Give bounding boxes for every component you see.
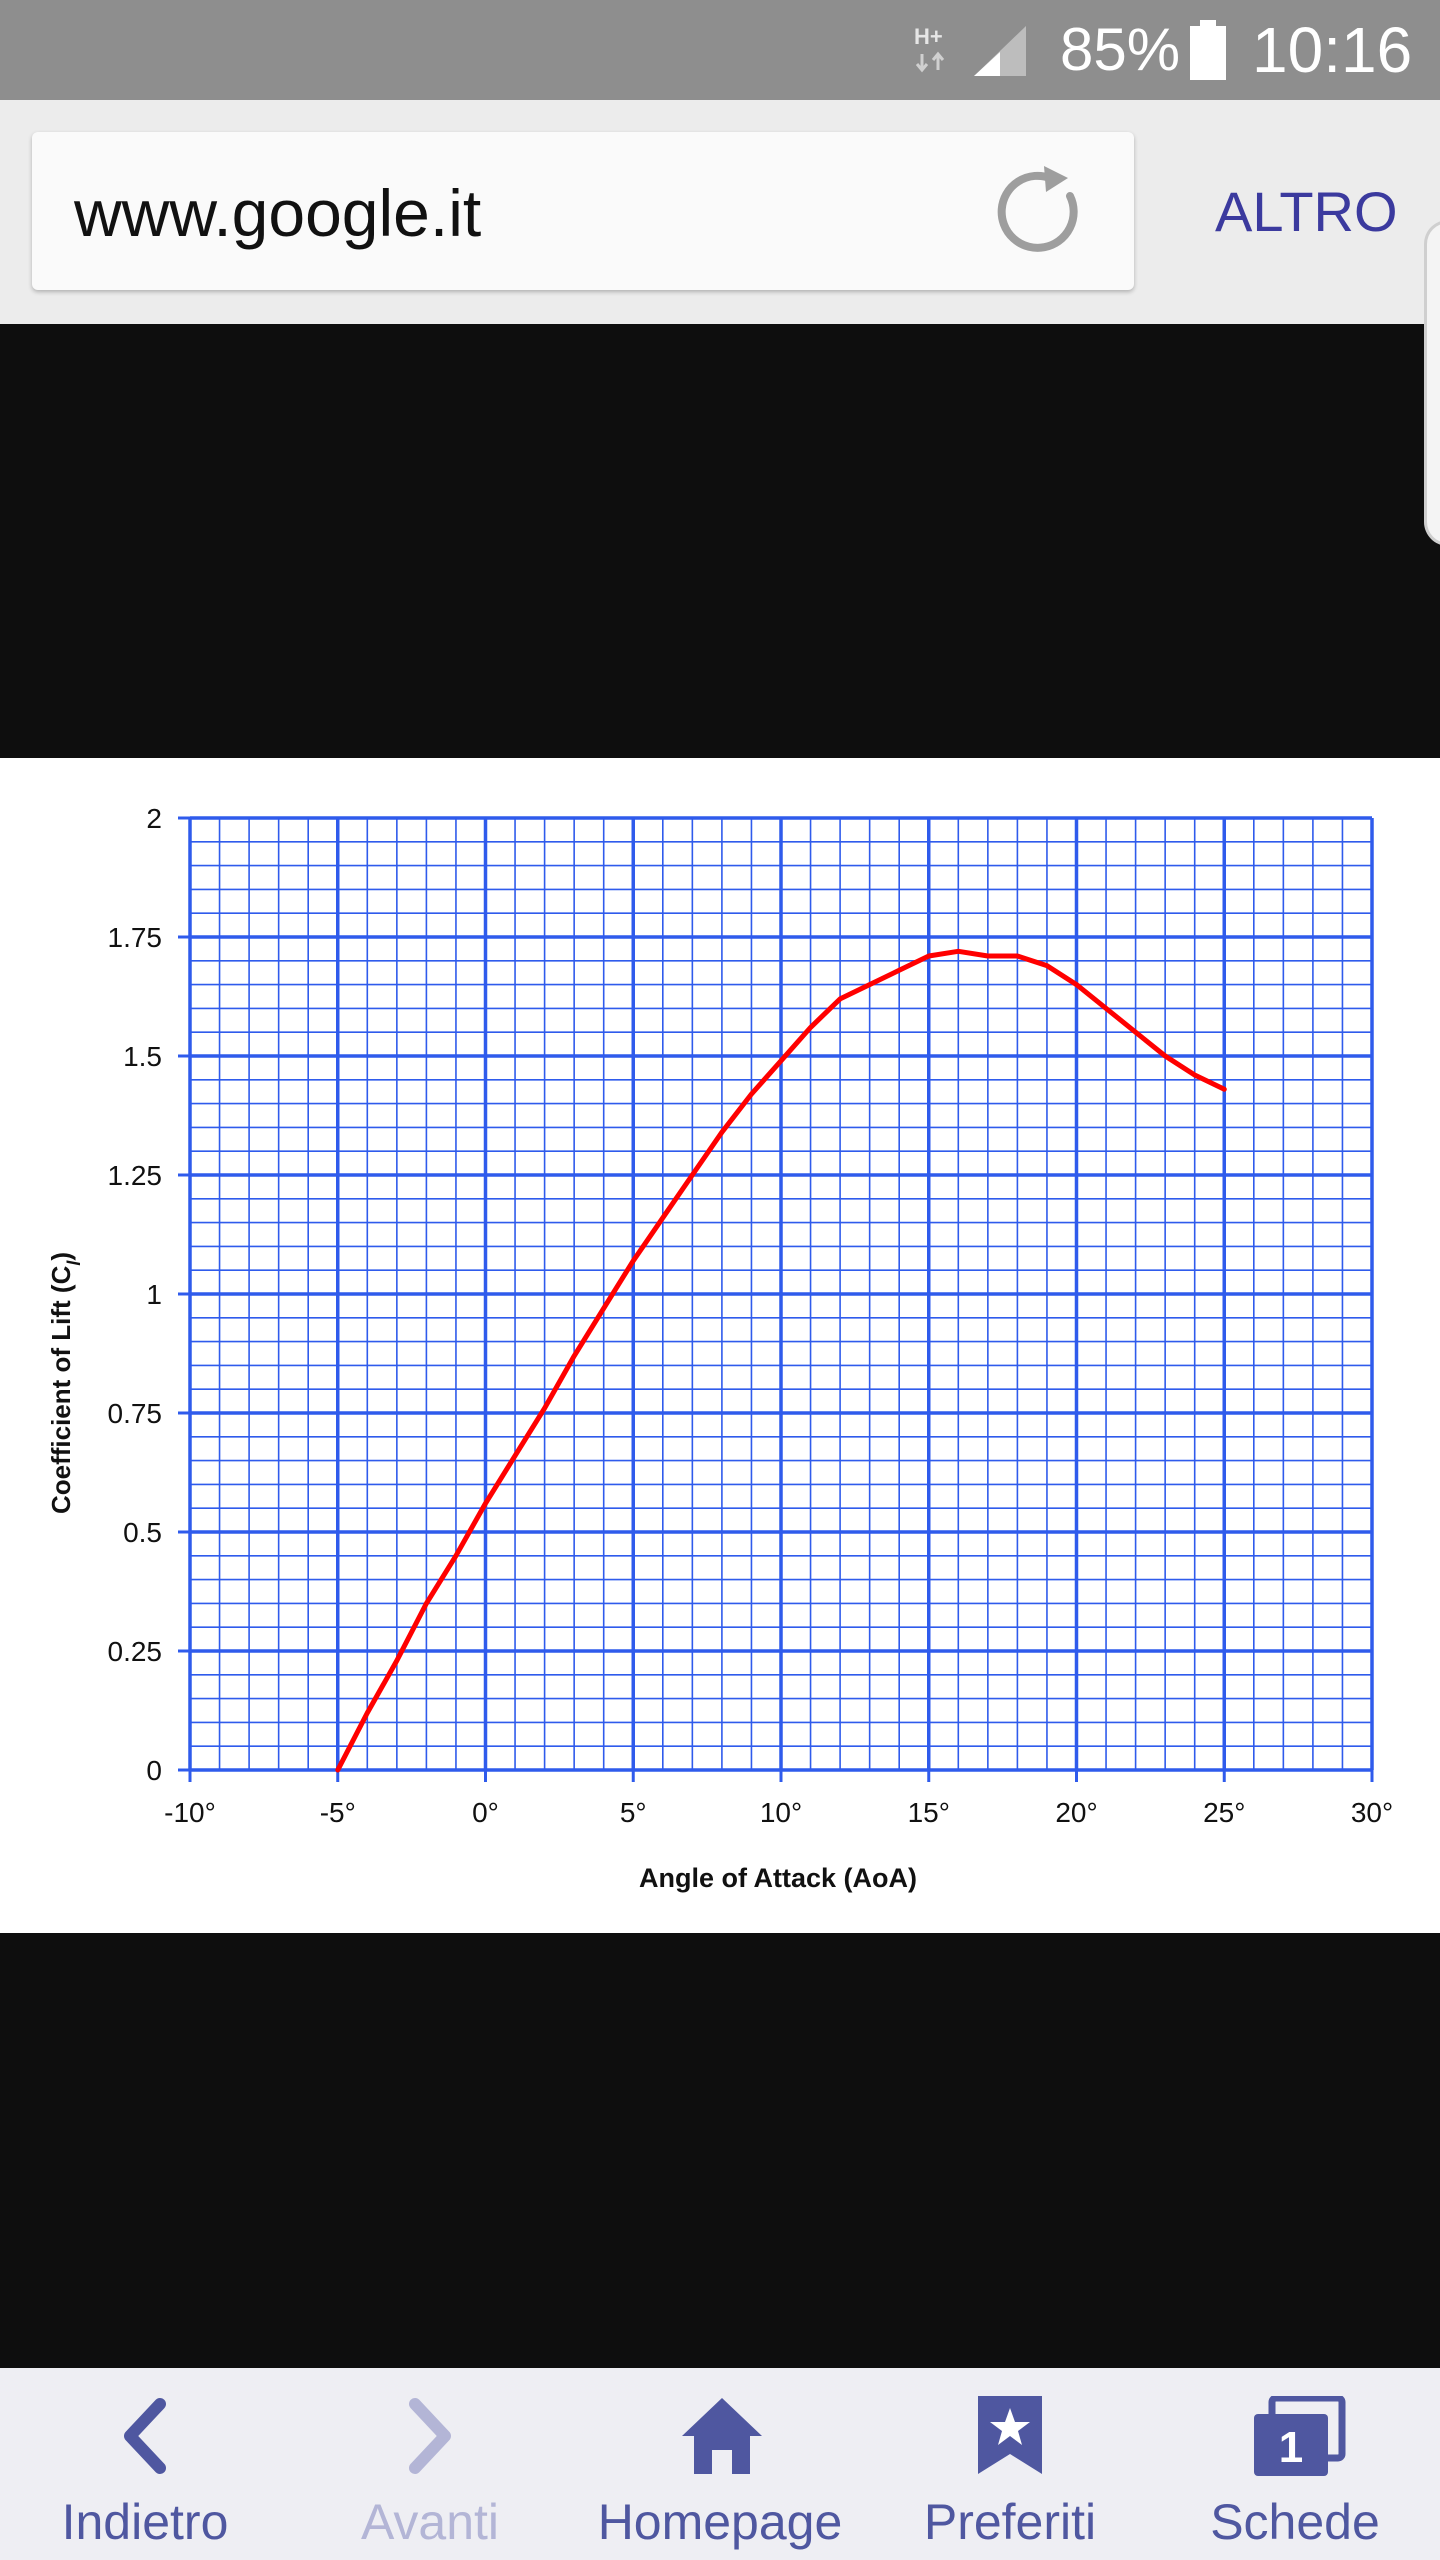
y-tick-label: 0.25 (108, 1636, 163, 1667)
y-tick-label: 0.75 (108, 1398, 163, 1429)
signal-strength-icon (974, 26, 1026, 76)
y-axis-label-end: ) (46, 1252, 76, 1261)
back-button[interactable]: Indietro (20, 2368, 270, 2560)
tab-count: 1 (1279, 2423, 1303, 2472)
y-axis-label: Coefficient of Lift (Cl) (46, 1252, 84, 1514)
battery-percentage: 85% (1060, 16, 1181, 83)
chevron-right-icon (409, 2398, 451, 2474)
y-tick-label: 1.25 (108, 1160, 163, 1191)
lift-coefficient-chart: -10° -5° 0° 5° 10° 15° 20° 25° 30° 0 0.25 0.5 0.75 1… (46, 803, 1393, 1893)
tabs-icon: 1 (1254, 2396, 1346, 2476)
y-tick-label: 1.5 (123, 1041, 162, 1072)
bookmarks-label: Preferiti (923, 2494, 1097, 2550)
y-tick-label: 0 (146, 1755, 162, 1786)
browser-toolbar: www.google.it ALTRO (0, 100, 1440, 324)
grid-major (188, 816, 1374, 1772)
url-text[interactable]: www.google.it (74, 176, 482, 250)
x-tick-label: 15° (908, 1797, 950, 1828)
back-label: Indietro (61, 2494, 229, 2550)
network-type-icon: H+ (914, 24, 945, 73)
y-tick-label: 1.75 (108, 922, 163, 953)
battery-icon (1190, 20, 1226, 80)
chevron-left-icon (124, 2398, 166, 2474)
status-bar: H+ 85% 10:16 (0, 0, 1440, 100)
chart-image: -10° -5° 0° 5° 10° 15° 20° 25° 30° 0 0.25 0.5 0.75 1… (0, 758, 1440, 1933)
x-tick-label: -10° (164, 1797, 216, 1828)
lift-curve-line (335, 948, 1227, 1773)
x-tick-label: 25° (1203, 1797, 1245, 1828)
x-tick-label: 0° (472, 1797, 499, 1828)
home-button[interactable]: Homepage (590, 2368, 850, 2560)
tabs-label: Schede (1210, 2494, 1380, 2550)
y-tick-label: 0.5 (123, 1517, 162, 1548)
address-bar[interactable]: www.google.it (32, 132, 1134, 290)
y-tick-label: 2 (146, 803, 162, 834)
x-tick-label: -5° (320, 1797, 356, 1828)
bottom-navigation: Indietro Avanti Homepage Preferiti 1 Sch… (0, 2368, 1440, 2560)
y-tick-label: 1 (146, 1279, 162, 1310)
x-tick-label: 10° (760, 1797, 802, 1828)
x-tick-label: 30° (1351, 1797, 1393, 1828)
x-axis-label: Angle of Attack (AoA) (639, 1863, 917, 1893)
y-axis-label-sub: l (64, 1260, 84, 1266)
tabs-button[interactable]: 1 Schede (1170, 2368, 1420, 2560)
reload-icon[interactable] (992, 162, 1092, 262)
bookmarks-button[interactable]: Preferiti (880, 2368, 1140, 2560)
home-label: Homepage (597, 2494, 843, 2550)
bookmark-star-icon (978, 2396, 1042, 2474)
edge-panel-handle[interactable] (1424, 220, 1440, 546)
x-tick-label: 20° (1055, 1797, 1097, 1828)
clock: 10:16 (1252, 14, 1413, 86)
x-tick-label: 5° (620, 1797, 647, 1828)
home-icon (682, 2398, 762, 2474)
y-axis-label-main: Coefficient of Lift (C (46, 1265, 76, 1514)
network-type-label: H+ (914, 24, 943, 49)
forward-button[interactable]: Avanti (310, 2368, 550, 2560)
more-menu-button[interactable]: ALTRO (1215, 180, 1398, 243)
forward-label: Avanti (360, 2494, 500, 2550)
